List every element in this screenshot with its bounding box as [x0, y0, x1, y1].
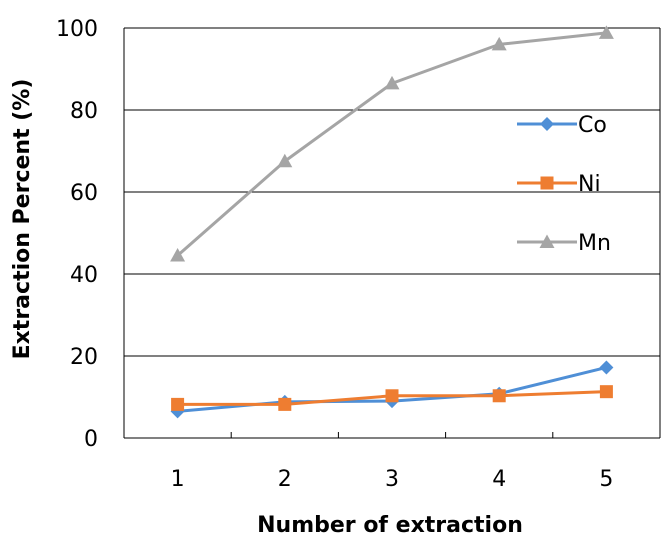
- y-tick-label: 80: [70, 99, 98, 124]
- data-point-mn: [598, 25, 614, 39]
- x-tick-labels: 1 2 3 4 5: [171, 467, 614, 492]
- legend-item-co: Co: [517, 113, 607, 138]
- legend: Co Ni Mn: [517, 113, 611, 256]
- legend-label-co: Co: [578, 113, 607, 138]
- series-mn: [170, 25, 614, 262]
- x-tick-label: 4: [492, 467, 506, 492]
- x-tick-label: 2: [278, 467, 292, 492]
- data-point-mn: [384, 75, 400, 90]
- series-ni: [171, 385, 613, 411]
- legend-item-mn: Mn: [517, 231, 611, 256]
- axes: [123, 28, 661, 439]
- x-tick-label: 5: [599, 467, 613, 492]
- y-axis-title: Extraction Percent (%): [10, 79, 35, 360]
- data-point-co: [599, 360, 614, 375]
- legend-label-ni: Ni: [578, 172, 601, 197]
- legend-marker-mn: [539, 234, 555, 248]
- data-point-ni: [599, 385, 613, 399]
- series-lines: [170, 25, 614, 419]
- y-tick-label: 0: [84, 427, 98, 452]
- x-axis-title: Number of extraction: [257, 513, 523, 538]
- data-point-ni: [492, 389, 506, 403]
- x-tick-label: 1: [171, 467, 185, 492]
- gridlines: [124, 27, 660, 357]
- data-point-ni: [278, 397, 292, 411]
- y-tick-label: 20: [70, 345, 98, 370]
- legend-label-mn: Mn: [578, 231, 611, 256]
- data-point-mn: [170, 248, 186, 262]
- x-tick-label: 3: [385, 467, 399, 492]
- data-point-ni: [385, 389, 399, 403]
- data-point-ni: [171, 397, 185, 411]
- y-tick-label: 60: [70, 181, 98, 206]
- data-point-mn: [491, 36, 507, 51]
- legend-marker-ni: [540, 176, 554, 190]
- series-line-mn: [176, 31, 607, 257]
- data-point-mn: [277, 153, 293, 168]
- y-tick-labels: 0 20 40 60 80 100: [56, 17, 98, 452]
- legend-marker-co: [540, 117, 554, 131]
- legend-item-ni: Ni: [517, 172, 601, 197]
- y-tick-label: 40: [70, 263, 98, 288]
- y-tick-label: 100: [56, 17, 98, 42]
